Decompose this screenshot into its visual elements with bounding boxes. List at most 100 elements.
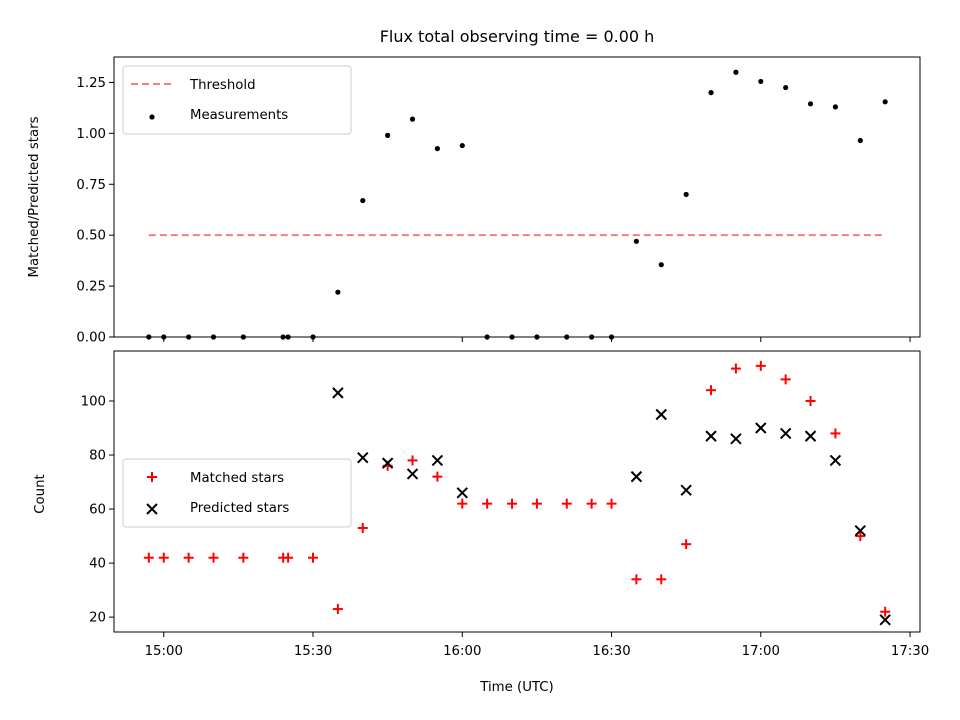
matched-star-point: [631, 574, 642, 585]
matched-star-point: [357, 522, 368, 533]
y-tick-label: 0.00: [76, 331, 106, 346]
matched-star-point: [606, 498, 617, 509]
x-stroke-b: [431, 454, 444, 467]
predicted-star-point: [655, 408, 667, 421]
predicted-star-point: [829, 454, 842, 467]
matched-star-point: [681, 539, 692, 550]
measurement-point: [807, 101, 814, 107]
matched-star-point: [656, 574, 667, 585]
measurement-point: [882, 99, 888, 105]
measurement-point: [335, 289, 341, 295]
matched-star-point: [586, 498, 597, 509]
x-tick-label: 17:30: [891, 644, 929, 659]
y-tick-label: 0.25: [76, 280, 106, 295]
matched-star-point: [755, 360, 766, 371]
x-stroke-b: [779, 427, 792, 440]
matched-star-point: [482, 498, 493, 509]
top-plot-area: 0.00 0.25 0.50 0.75 1.00 1.25: [76, 56, 921, 346]
y-tick-label: 0.75: [76, 178, 106, 193]
top-legend-frame: [122, 65, 352, 135]
x-stroke-b: [730, 433, 742, 445]
top-y-axis-label: Matched/Predicted stars: [27, 116, 42, 277]
x-tick-label: 16:00: [443, 644, 481, 659]
measurement-point: [683, 191, 689, 198]
predicted-star-point: [431, 454, 444, 467]
matched-star-point: [183, 552, 194, 563]
matched-star-point: [507, 498, 518, 509]
bottom-y-axis-label: Count: [33, 474, 48, 514]
predicted-star-point: [705, 430, 717, 442]
predicted-star-point: [779, 427, 792, 440]
top-plot-frame: [113, 56, 921, 338]
predicted-star-point: [730, 433, 742, 445]
matched-star-point: [730, 363, 741, 374]
predicted-star-point: [879, 614, 891, 626]
x-stroke-b: [332, 387, 344, 399]
matched-star-point: [143, 552, 154, 563]
predicted-star-point: [680, 484, 692, 496]
matched-star-point: [830, 428, 841, 439]
top-legend: Threshold Measurements: [122, 65, 352, 135]
predicted-star-point: [630, 470, 643, 483]
x-stroke-b: [456, 487, 468, 499]
x-stroke-b: [357, 452, 369, 464]
legend-measurements-label: Measurements: [190, 108, 288, 123]
y-tick-label: 80: [89, 449, 106, 464]
x-stroke-b: [755, 422, 767, 434]
x-stroke-b: [680, 484, 692, 496]
legend-predicted-label: Predicted stars: [190, 501, 289, 516]
legend-threshold-label: Threshold: [189, 78, 256, 93]
y-tick-label: 1.00: [76, 127, 106, 142]
legend-matched-plus-swatch: [147, 472, 157, 482]
x-stroke-b: [705, 430, 717, 442]
measurement-point: [708, 90, 714, 96]
bottom-legend: Matched stars Predicted stars: [122, 458, 352, 528]
matched-star-point: [706, 385, 717, 396]
measurement-point: [459, 142, 465, 149]
y-tick-label: 20: [89, 611, 106, 626]
x-stroke-b: [804, 430, 817, 442]
matched-star-point: [332, 604, 343, 615]
matched-star-point: [805, 395, 816, 406]
matched-star-point: [855, 531, 866, 542]
legend-predicted-x-swatch: [146, 503, 158, 515]
x-stroke-b: [406, 468, 419, 480]
y-tick-label: 40: [89, 557, 106, 572]
legend-matched-label: Matched stars: [190, 471, 284, 486]
matched-star-point: [158, 552, 169, 563]
x-stroke-b: [829, 454, 842, 467]
matched-star-point: [780, 374, 791, 385]
predicted-star-point: [332, 387, 344, 399]
measurement-point: [857, 137, 863, 144]
measurement-point: [409, 116, 416, 122]
measurement-point: [758, 78, 764, 85]
x-stroke-b: [879, 614, 891, 626]
x-stroke-b: [381, 457, 394, 469]
x-stroke-b: [854, 524, 867, 537]
predicted-star-point: [854, 524, 867, 537]
measurement-point: [733, 69, 739, 75]
matched-star-point: [208, 552, 219, 563]
top-chart-title: Flux total observing time = 0.00 h: [380, 27, 655, 46]
matched-star-point: [432, 471, 443, 482]
predicted-star-point: [357, 452, 369, 464]
x-tick-label: 17:00: [742, 644, 780, 659]
x-tick-label: 16:30: [592, 644, 630, 659]
measurement-point: [783, 84, 789, 91]
y-tick-label: 0.50: [76, 229, 106, 244]
matched-star-point: [531, 498, 542, 509]
predicted-star-point: [804, 430, 817, 442]
bottom-plot-frame: [113, 350, 921, 633]
x-stroke-b: [655, 408, 667, 421]
measurement-point: [360, 197, 366, 204]
measurement-point: [434, 146, 440, 152]
y-tick-label: 60: [89, 503, 106, 518]
y-tick-label: 1.25: [76, 76, 106, 91]
predicted-star-point: [381, 457, 394, 469]
matched-star-point: [880, 606, 891, 617]
x-tick-label: 15:00: [145, 644, 183, 659]
x-axis-label: Time (UTC): [479, 680, 554, 695]
matched-star-point: [407, 455, 418, 466]
legend-measurements-dot-swatch: [149, 114, 155, 120]
